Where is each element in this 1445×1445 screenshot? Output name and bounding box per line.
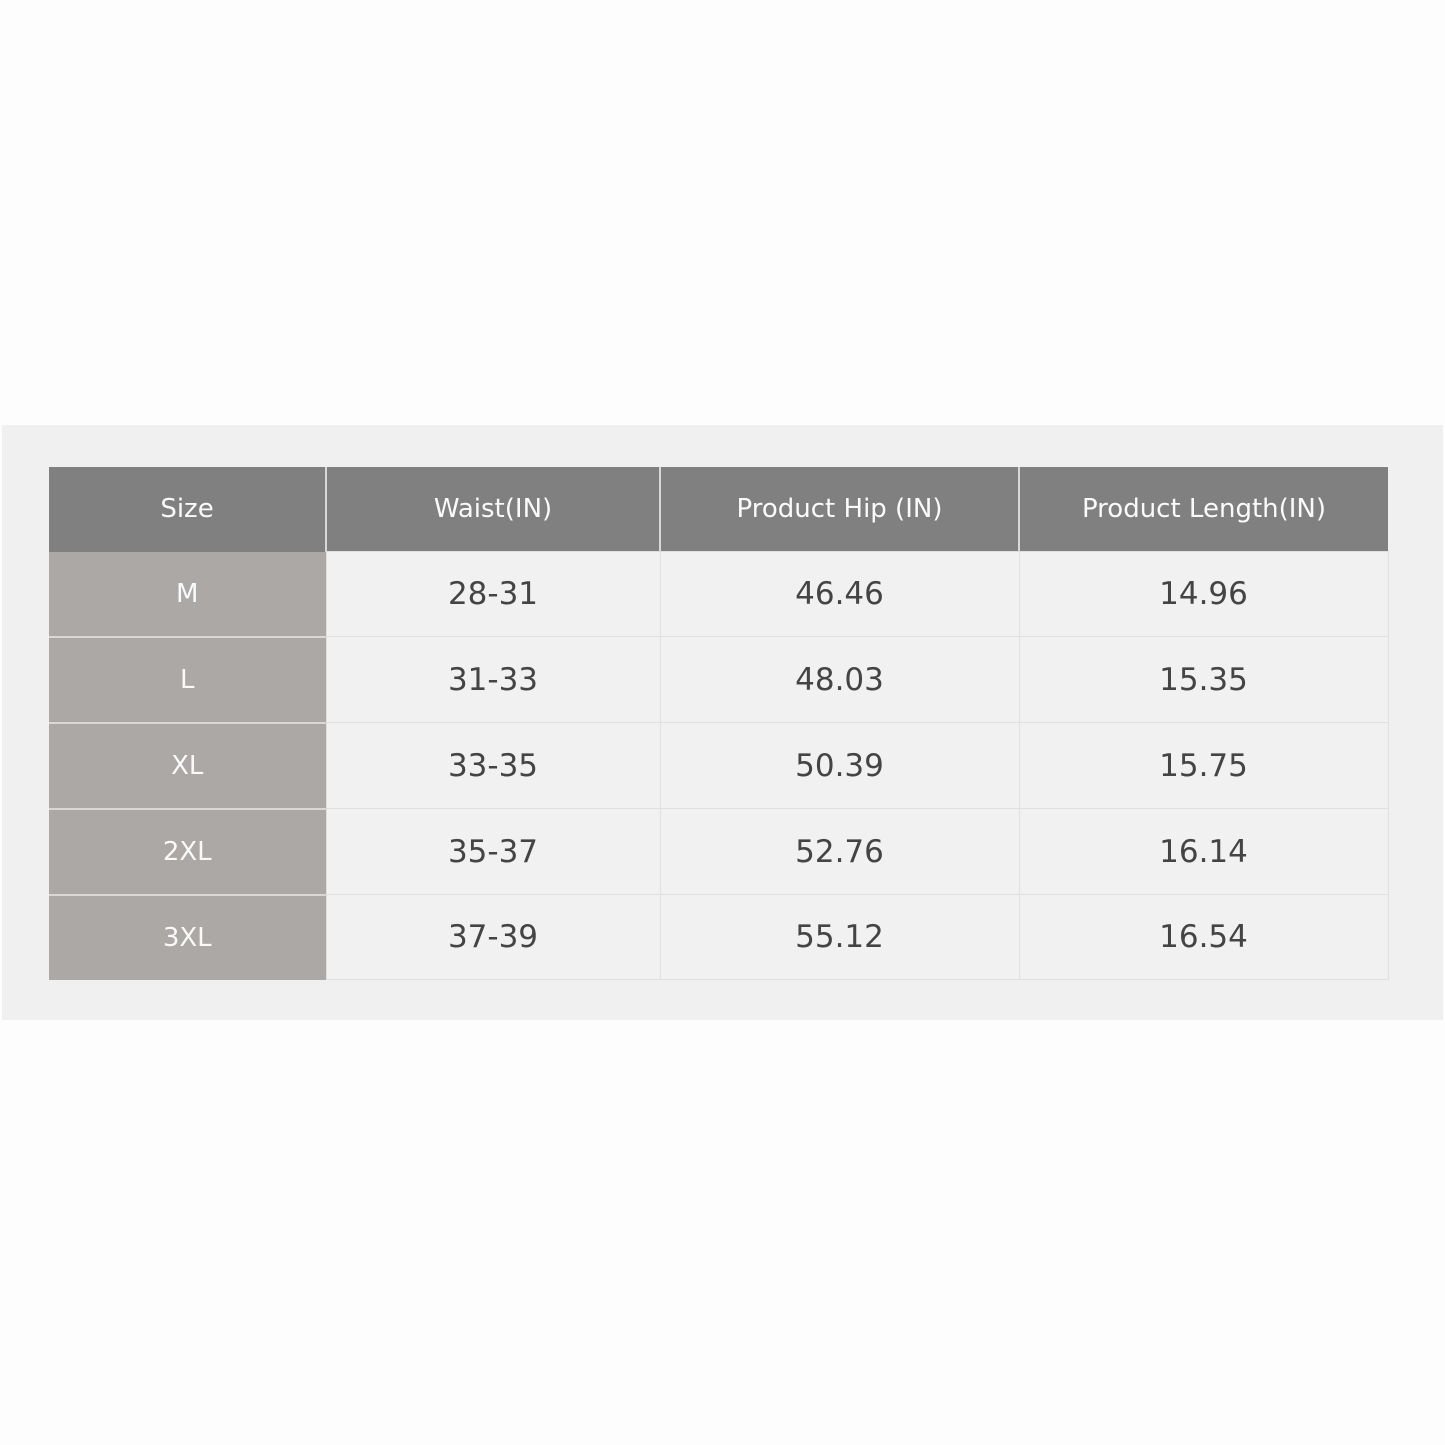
waist-cell: 33-35 <box>325 722 661 809</box>
size-cell: XL <box>49 721 326 809</box>
length-cell: 15.35 <box>1018 636 1389 723</box>
table-row: XL 33-35 50.39 15.75 <box>49 721 1389 809</box>
header-waist: Waist(IN) <box>325 467 660 552</box>
hip-cell: 48.03 <box>659 636 1020 723</box>
hip-cell: 46.46 <box>659 551 1020 637</box>
header-hip: Product Hip (IN) <box>659 467 1019 552</box>
length-cell: 15.75 <box>1018 722 1389 809</box>
length-cell: 14.96 <box>1018 551 1389 637</box>
header-size: Size <box>49 467 326 552</box>
size-cell: L <box>49 635 326 723</box>
length-cell: 16.14 <box>1018 808 1389 895</box>
size-chart-table: Size Waist(IN) Product Hip (IN) Product … <box>49 467 1389 980</box>
table-row: L 31-33 48.03 15.35 <box>49 635 1389 723</box>
waist-cell: 31-33 <box>325 636 661 723</box>
table-row: 2XL 35-37 52.76 16.14 <box>49 807 1389 895</box>
waist-cell: 37-39 <box>325 894 661 980</box>
table-row: 3XL 37-39 55.12 16.54 <box>49 893 1389 980</box>
hip-cell: 52.76 <box>659 808 1020 895</box>
header-row: Size Waist(IN) Product Hip (IN) Product … <box>49 467 1388 552</box>
length-cell: 16.54 <box>1018 894 1389 980</box>
header-length: Product Length(IN) <box>1018 467 1388 552</box>
table-row: M 28-31 46.46 14.96 <box>49 551 1389 637</box>
waist-cell: 35-37 <box>325 808 661 895</box>
size-cell: 3XL <box>49 893 326 980</box>
hip-cell: 55.12 <box>659 894 1020 980</box>
size-cell: 2XL <box>49 807 326 895</box>
size-cell: M <box>49 551 326 637</box>
hip-cell: 50.39 <box>659 722 1020 809</box>
waist-cell: 28-31 <box>325 551 661 637</box>
